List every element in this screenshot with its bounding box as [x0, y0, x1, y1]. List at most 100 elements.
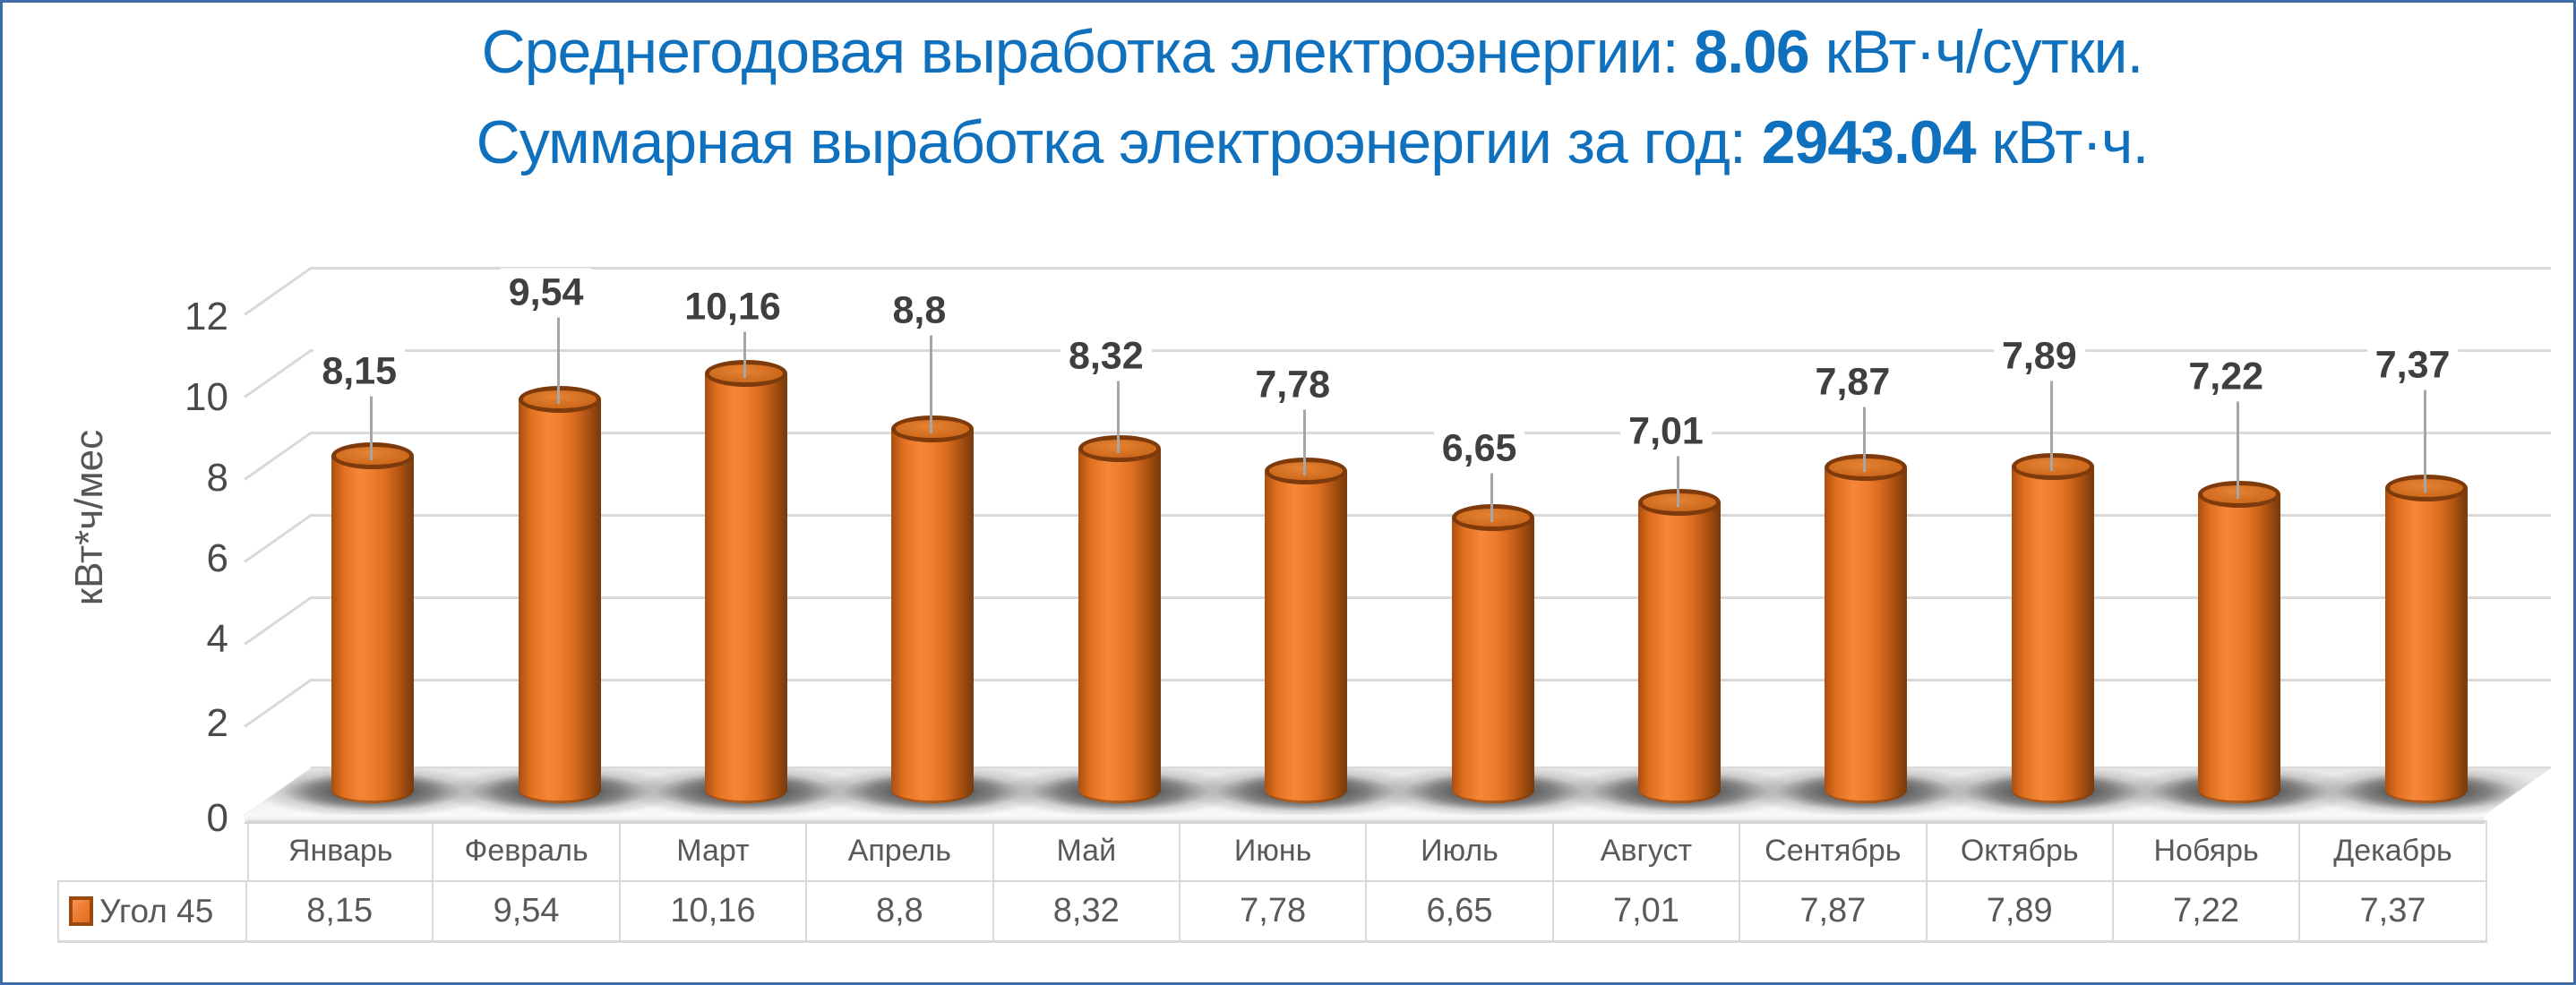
y-tick-label-2: 2	[206, 701, 228, 745]
legend-swatch-icon	[69, 896, 93, 926]
bar-cylinder-top	[2198, 480, 2281, 508]
bar-cylinder-Апрель	[891, 429, 975, 803]
chart-floor-front-face	[245, 815, 2485, 824]
bar-cylinder-Март	[705, 373, 787, 803]
data-label-Август: 7,01	[1620, 407, 1712, 457]
table-month-Октябрь: Октябрь	[1927, 820, 2114, 880]
data-label-leader-line	[2237, 398, 2240, 499]
data-label-leader-line	[1677, 453, 1679, 508]
data-label-leader-line	[2049, 378, 2053, 472]
bar-cylinder-top	[1825, 453, 1908, 481]
table-month-Январь: Январь	[247, 820, 434, 880]
bar-cylinder-top	[331, 442, 415, 470]
table-value-Сентябрь: 7,87	[1740, 880, 1928, 943]
table-value-Февраль: 9,54	[434, 880, 621, 943]
bar-cylinder-top	[518, 385, 601, 413]
data-label-leader-line	[370, 393, 374, 461]
data-label-Январь: 8,15	[313, 347, 406, 397]
gridline-y-4	[311, 596, 2551, 599]
side-wall-tick-6	[244, 513, 313, 563]
y-tick-label-8: 8	[206, 456, 228, 500]
side-wall-tick-4	[244, 595, 313, 646]
y-tick-label-10: 10	[185, 375, 228, 419]
y-tick-label-6: 6	[206, 536, 228, 580]
bar-cylinder-Октябрь	[2011, 467, 2094, 803]
gridline-y-2	[311, 679, 2551, 681]
title-line-1-units: кВт·ч/сутки.	[1808, 18, 2144, 86]
table-corner-cell	[57, 820, 247, 880]
table-value-row: Угол 45 8,15 9,54 10,16 8,8 8,32 7,78 6,65 7,01 7…	[57, 880, 2487, 943]
side-wall-tick-2	[244, 678, 313, 728]
data-label-Нобярь: 7,22	[2180, 352, 2272, 402]
bar-cylinder-top	[1078, 435, 1161, 463]
table-value-Январь: 8,15	[247, 880, 434, 943]
title-line-1-value: 8.06	[1694, 18, 1809, 86]
table-month-Декабрь: Декабрь	[2300, 820, 2487, 880]
data-table: Январь Февраль Март Апрель Май Июнь Июль Август…	[57, 820, 2487, 943]
bar-cylinder-Январь	[331, 456, 415, 803]
table-month-Сентябрь: Сентябрь	[1740, 820, 1928, 880]
table-value-Август: 7,01	[1553, 880, 1741, 943]
legend-cell: Угол 45	[57, 880, 247, 943]
bar-cylinder-Февраль	[518, 398, 601, 803]
table-value-Июнь: 7,78	[1180, 880, 1368, 943]
y-tick-label-12: 12	[185, 295, 228, 338]
title-line-2-units: кВт·ч.	[1975, 108, 2149, 176]
bar-cylinder-Декабрь	[2384, 487, 2468, 803]
table-month-Май: Май	[993, 820, 1181, 880]
title-line-2-value: 2943.04	[1761, 108, 1977, 176]
data-label-leader-line	[1116, 378, 1120, 454]
table-value-Апрель: 8,8	[807, 880, 994, 943]
table-value-Май: 8,32	[993, 880, 1181, 943]
bar-cylinder-top	[1265, 458, 1348, 485]
y-tick-label-0: 0	[206, 796, 228, 840]
bar-cylinder-top	[1451, 503, 1534, 531]
side-wall-tick-10	[244, 348, 313, 398]
data-label-Сентябрь: 7,87	[1807, 357, 1899, 407]
data-label-leader-line	[1490, 470, 1493, 522]
gridline-y-10	[311, 349, 2551, 352]
data-label-Октябрь: 7,89	[1993, 331, 2085, 381]
title-line-1: Среднегодовая выработка электроэнергии: …	[57, 7, 2567, 98]
table-value-Декабрь: 7,37	[2300, 880, 2487, 943]
bar-cylinder-Сентябрь	[1825, 467, 1908, 803]
data-label-Апрель: 8,8	[884, 286, 955, 336]
title-line-2: Суммарная выработка электроэнергии за го…	[57, 98, 2567, 188]
data-label-Июль: 6,65	[1433, 424, 1525, 474]
data-label-Март: 10,16	[676, 282, 789, 332]
side-wall-tick-8	[244, 431, 313, 481]
bar-cylinder-Июнь	[1265, 471, 1348, 803]
gridline-y-6	[311, 514, 2551, 517]
data-label-leader-line	[743, 329, 746, 379]
bar-cylinder-top	[705, 360, 787, 388]
bar-cylinder-Нобярь	[2198, 493, 2281, 803]
data-label-leader-line	[1863, 404, 1867, 472]
table-month-Июнь: Июнь	[1180, 820, 1368, 880]
table-value-Июль: 6,65	[1367, 880, 1554, 943]
data-label-leader-line	[930, 332, 933, 434]
table-month-Февраль: Февраль	[434, 820, 621, 880]
legend-series-name: Угол 45	[99, 892, 214, 929]
table-month-Август: Август	[1553, 820, 1741, 880]
data-label-leader-line	[2423, 387, 2426, 492]
table-value-Нобярь: 7,22	[2113, 880, 2301, 943]
side-wall-tick-12	[244, 266, 313, 316]
floor-back-edge	[311, 767, 2551, 769]
bar-cylinder-top	[2011, 453, 2094, 481]
table-month-Нобярь: Нобярь	[2113, 820, 2301, 880]
bar-cylinder-top	[1638, 489, 1721, 517]
title-line-1-text: Среднегодовая выработка электроэнергии:	[481, 18, 1695, 86]
table-month-row: Январь Февраль Март Апрель Май Июнь Июль Август…	[57, 820, 2487, 880]
data-label-Июнь: 7,78	[1247, 360, 1339, 410]
title-line-2-text: Суммарная выработка электроэнергии за го…	[476, 108, 1762, 176]
bar-cylinder-Август	[1638, 502, 1721, 803]
bar-cylinder-top	[891, 415, 975, 443]
table-value-Март: 10,16	[620, 880, 808, 943]
table-month-Март: Март	[620, 820, 808, 880]
data-label-Декабрь: 7,37	[2366, 340, 2459, 390]
data-label-Февраль: 9,54	[500, 268, 592, 318]
bar-cylinder-top	[2384, 474, 2468, 501]
chart-title: Среднегодовая выработка электроэнергии: …	[57, 7, 2567, 188]
gridline-y-12	[311, 267, 2551, 270]
